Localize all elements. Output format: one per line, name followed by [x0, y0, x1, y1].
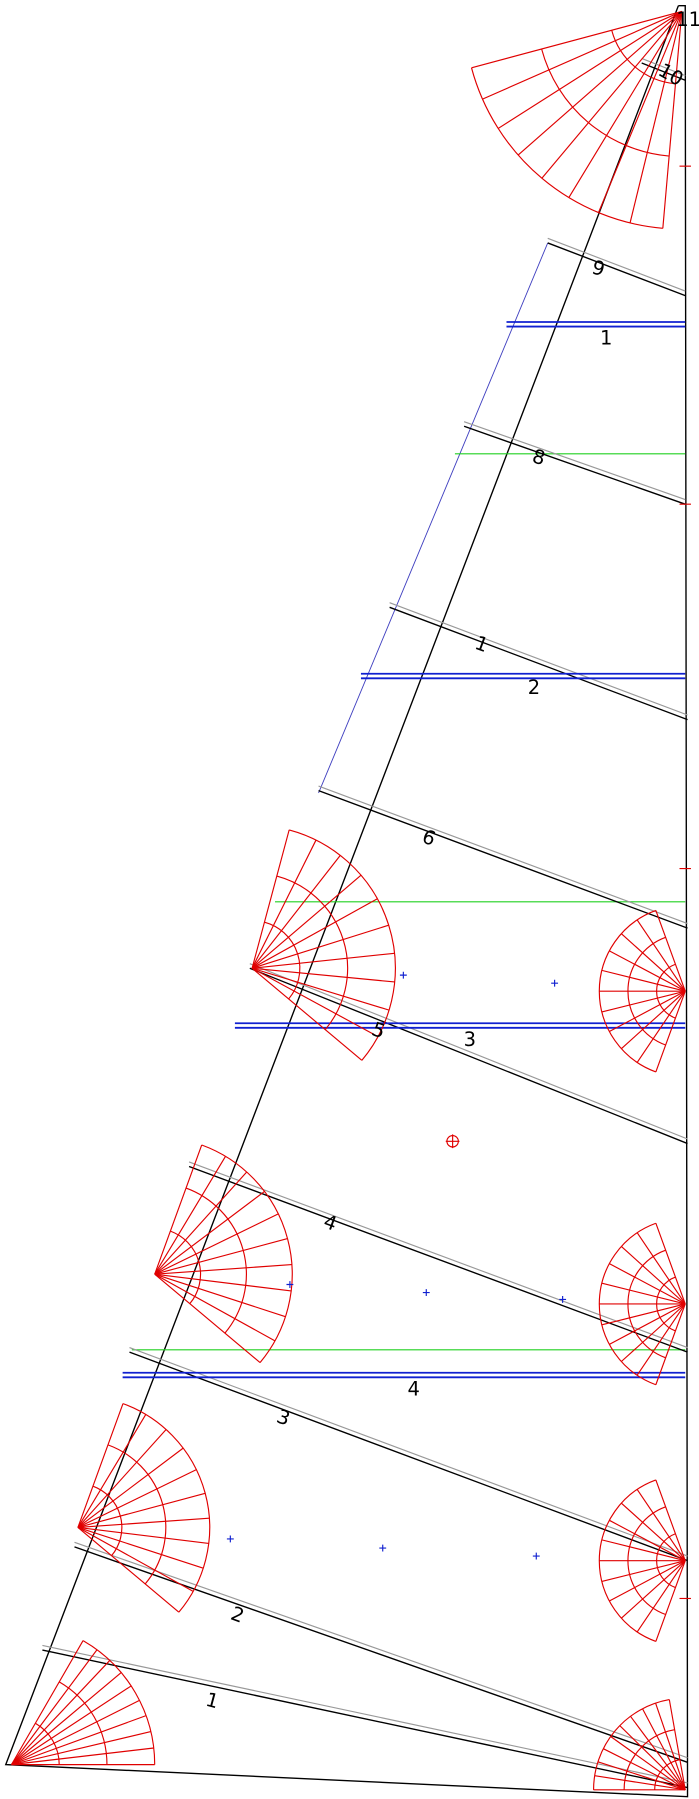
seam-offset	[319, 786, 688, 924]
label: 11	[676, 8, 699, 31]
seam-line	[42, 1650, 687, 1788]
patch-ray	[78, 1527, 209, 1543]
label: 1	[203, 1688, 221, 1713]
seam-line	[250, 968, 688, 1143]
seam-line	[464, 426, 685, 504]
patch-ray	[252, 968, 362, 1060]
sail-geometry	[6, 6, 691, 1797]
patch-ray	[78, 1527, 179, 1612]
label: 5	[369, 1017, 389, 1043]
plus-marker	[379, 1545, 386, 1552]
patch-ray	[78, 1493, 205, 1527]
patch-ray	[252, 830, 289, 968]
patch-ray	[656, 991, 685, 1072]
label: 8	[530, 445, 548, 470]
label: 3	[274, 1405, 294, 1431]
label: 1	[600, 327, 612, 350]
patch-ray	[656, 1561, 685, 1642]
seam-offset	[74, 1542, 687, 1757]
seam-line	[189, 1166, 687, 1352]
seam-line	[548, 243, 686, 296]
patch-arc	[186, 1188, 246, 1333]
patch-arc	[93, 1486, 122, 1556]
seam-line	[319, 791, 688, 929]
label: 3	[464, 1028, 476, 1051]
seam-offset	[464, 422, 685, 500]
label: 4	[407, 1377, 419, 1400]
patch-ray	[155, 1172, 247, 1274]
labels: 11 10 9 1 8 1 2 6 5 3 4 4 3 2 1	[203, 8, 699, 1713]
patch-ray	[155, 1274, 291, 1291]
patch-ray	[252, 840, 316, 968]
seam-offset	[548, 238, 686, 291]
seam-line	[74, 1547, 687, 1762]
patch-ray	[155, 1239, 288, 1275]
patch-arc	[83, 1641, 155, 1765]
plus-marker	[533, 1553, 540, 1560]
luff-trace	[319, 243, 548, 793]
plus-marker	[227, 1535, 234, 1542]
patch-ray	[630, 1716, 685, 1790]
plus-marker	[423, 1289, 430, 1296]
plus-marker	[551, 980, 558, 987]
patch-arc	[108, 1445, 166, 1584]
label: 2	[228, 1602, 248, 1628]
patch-ray	[656, 1223, 685, 1304]
seam-offset	[42, 1645, 687, 1783]
label: 10	[654, 59, 687, 91]
patch-ray	[252, 925, 389, 968]
center-marker	[446, 1134, 460, 1148]
patch-arc	[202, 1145, 292, 1363]
plus-marker	[400, 972, 407, 979]
seam-offset	[250, 964, 688, 1139]
patch-ray	[78, 1430, 166, 1528]
label: 4	[321, 1210, 341, 1236]
patch-ray	[569, 11, 682, 197]
patch-arc	[123, 1404, 210, 1613]
patch-ray	[155, 1265, 292, 1275]
patch-ray	[663, 11, 682, 228]
patch-ray	[656, 1480, 685, 1561]
page: {"labels": ["11", "10", "9", "1", "8", "…	[0, 0, 699, 1799]
seam-line	[390, 607, 688, 719]
patch-ray	[483, 11, 682, 99]
label: 2	[528, 676, 540, 699]
patch-ray	[252, 953, 394, 968]
patch-arc	[59, 1682, 107, 1765]
sail-drawing: 11 10 9 1 8 1 2 6 5 3 4 4 3 2 1	[0, 0, 699, 1799]
patch-ray	[155, 1191, 265, 1274]
patch-ray	[611, 1737, 686, 1790]
patch-ray	[78, 1448, 183, 1527]
